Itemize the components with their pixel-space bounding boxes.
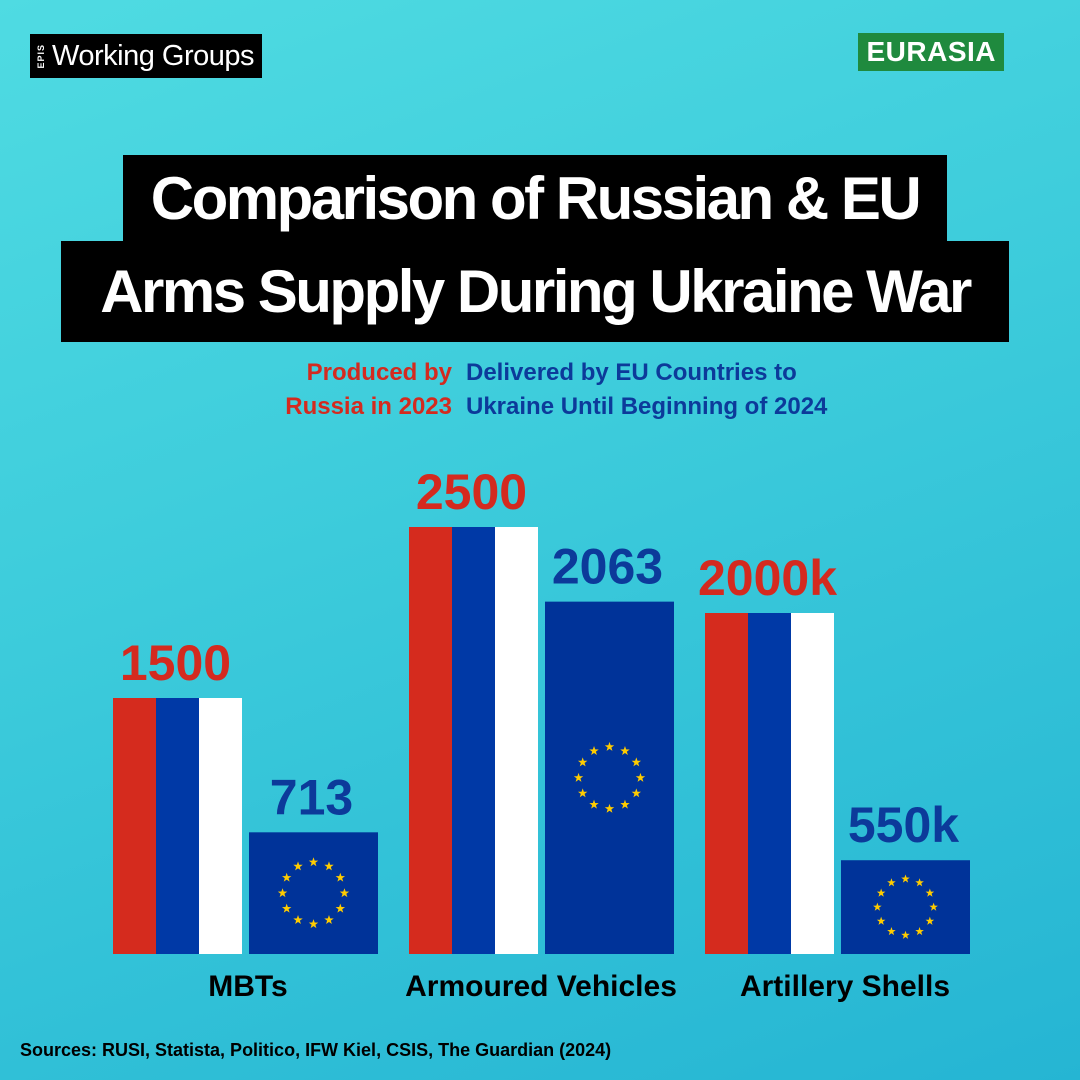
- category-label-3: Artillery Shells: [740, 970, 950, 1003]
- eu-star: [915, 878, 924, 887]
- eu-star: [620, 746, 630, 756]
- eu-value-label-2: 2063: [552, 539, 663, 595]
- russia-bar-3-white-stripe: [791, 613, 834, 954]
- eu-value-label-1: 713: [270, 769, 353, 825]
- eu-star: [308, 857, 319, 867]
- eu-star: [277, 888, 288, 898]
- eu-star: [876, 888, 886, 897]
- eu-star: [281, 872, 292, 882]
- eu-star: [335, 872, 346, 882]
- title-line-1: Comparison of Russian & EU: [123, 155, 947, 241]
- eu-star: [887, 926, 896, 936]
- eu-star: [604, 803, 615, 813]
- eu-star: [631, 788, 642, 798]
- russia-bar-2-blue-stripe: [452, 527, 495, 954]
- region-badge: EURASIA: [858, 33, 1004, 71]
- eu-star: [573, 772, 584, 782]
- brand-name: Working Groups: [52, 39, 255, 72]
- russia-value-label-1: 1500: [120, 635, 231, 691]
- russia-bar-3-blue-stripe: [748, 613, 791, 954]
- russia-bar-3-red-stripe: [705, 613, 748, 954]
- eu-star: [929, 902, 938, 911]
- category-label-1: MBTs: [208, 970, 287, 1003]
- legend-russia-line-2: Russia in 2023: [285, 393, 452, 420]
- source-note: Sources: RUSI, Statista, Politico, IFW K…: [20, 1040, 612, 1060]
- eu-star: [339, 888, 350, 898]
- eu-star: [876, 916, 886, 925]
- eu-star: [281, 903, 292, 913]
- legend-eu: Delivered by EU Countries to Ukraine Unt…: [466, 356, 827, 424]
- eu-star: [589, 799, 599, 809]
- legend-eu-line-1: Delivered by EU Countries to: [466, 359, 797, 386]
- russia-bar-2-red-stripe: [409, 527, 452, 954]
- eu-star: [577, 788, 588, 798]
- eu-star: [635, 772, 646, 782]
- eu-bar-2: [545, 601, 674, 954]
- eu-star: [589, 746, 599, 756]
- eu-star: [324, 861, 334, 871]
- legend-eu-line-2: Ukraine Until Beginning of 2024: [466, 393, 828, 420]
- russia-value-label-3: 2000k: [698, 550, 837, 606]
- eu-star: [631, 757, 642, 767]
- brand-logo: EPIS Working Groups: [30, 34, 262, 78]
- title-line-2: Arms Supply During Ukraine War: [61, 241, 1009, 342]
- eu-star: [901, 930, 910, 939]
- eu-star: [887, 878, 896, 887]
- eu-star: [324, 915, 334, 924]
- legend-russia: Produced by Russia in 2023: [285, 356, 452, 424]
- eu-bar-3: [841, 860, 970, 954]
- category-label-2: Armoured Vehicles: [405, 970, 677, 1003]
- eu-star: [308, 919, 319, 929]
- eu-star: [335, 903, 346, 913]
- eu-bar-1: [249, 832, 378, 954]
- legend-russia-line-1: Produced by: [306, 359, 452, 386]
- eu-star: [620, 799, 630, 809]
- eu-star: [915, 926, 924, 936]
- russia-value-label-2: 2500: [416, 464, 527, 520]
- eu-star: [925, 888, 935, 897]
- eu-stars-icon-2: [573, 741, 646, 813]
- eu-star: [925, 916, 935, 925]
- russia-bar-2-white-stripe: [495, 527, 538, 954]
- eu-star: [577, 757, 588, 767]
- russia-bar-1-blue-stripe: [156, 698, 199, 954]
- eu-star: [901, 874, 910, 883]
- russia-bar-1-red-stripe: [113, 698, 156, 954]
- eu-star: [604, 741, 615, 751]
- russia-bar-1-white-stripe: [199, 698, 242, 954]
- eu-stars-icon-3: [873, 874, 938, 939]
- eu-star: [293, 915, 303, 924]
- eu-stars-icon-1: [277, 857, 350, 929]
- eu-star: [293, 861, 303, 871]
- eu-value-label-3: 550k: [848, 797, 959, 853]
- eu-star: [873, 902, 882, 911]
